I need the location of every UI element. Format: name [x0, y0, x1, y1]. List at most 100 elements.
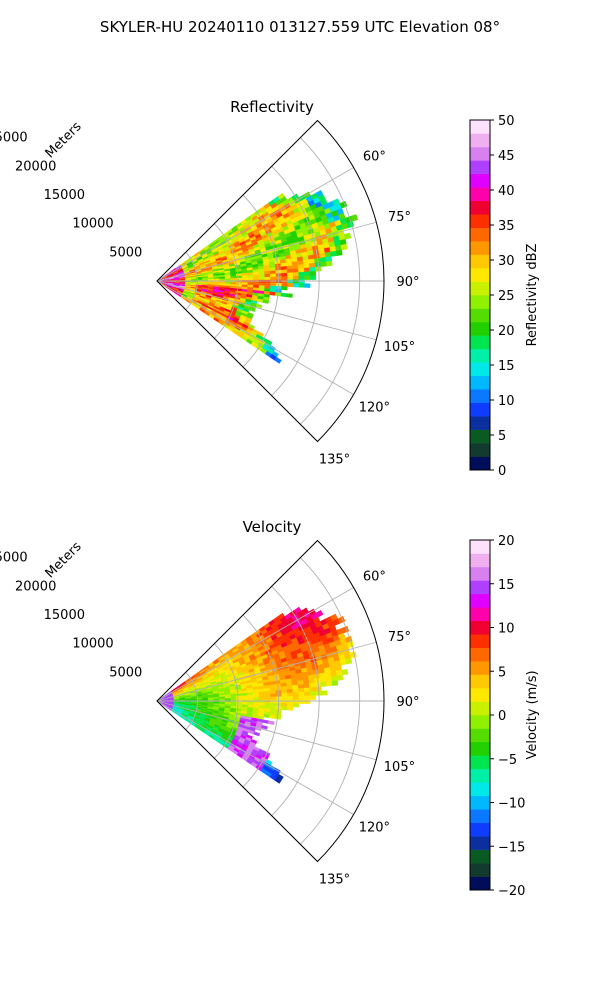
range-tick-label: 10000 [72, 217, 113, 232]
radar-cell [287, 272, 294, 277]
colorbar-segment [470, 849, 490, 864]
radar-cell [287, 283, 294, 288]
azimuth-spoke [156, 700, 354, 815]
radar-cell [336, 674, 344, 681]
radar-cell [292, 699, 300, 704]
radar-cell [287, 696, 294, 701]
colorbar-segment [470, 402, 490, 417]
colorbar-tick-label: 35 [498, 219, 515, 234]
range-tick-label: 10000 [72, 637, 113, 652]
radar-cell [267, 720, 275, 725]
radar-cell [264, 273, 271, 278]
radar-cell [236, 277, 243, 281]
range-tick-label: 25000 [0, 551, 28, 566]
azimuth-tick-label: 75° [388, 210, 411, 225]
colorbar-tick-label: 5 [498, 429, 506, 444]
sector-frame [156, 119, 385, 443]
azimuth-tick-label: 60° [363, 150, 386, 165]
radar-cell [303, 263, 310, 269]
colorbar-segment [470, 133, 490, 148]
colorbar-segment [470, 254, 490, 269]
radar-cell [281, 282, 288, 287]
colorbar-tick-label: 10 [498, 394, 515, 409]
colorbar-tick-label: 20 [498, 534, 515, 549]
radar-cell [269, 690, 277, 695]
colorbar-segment [470, 782, 490, 797]
radar-cell [349, 651, 357, 659]
colorbar-tick-label: 15 [498, 359, 515, 374]
colorbar-segment [470, 308, 490, 323]
radar-cell [264, 702, 271, 707]
radar-cell [264, 276, 271, 281]
colorbar-tick-label: 40 [498, 184, 515, 199]
colorbar-segment [470, 429, 490, 444]
azimuth-tick-label: 120° [359, 821, 390, 836]
radial-axis-label: Meters [43, 119, 85, 161]
colorbar-segment [470, 674, 490, 689]
range-tick-label: 25000 [0, 131, 28, 146]
colorbar-tick-label: 45 [498, 149, 515, 164]
azimuth-tick-label: 120° [359, 401, 390, 416]
colorbar-segment [470, 241, 490, 255]
radar-cell [263, 713, 270, 719]
radar-cell [345, 657, 353, 665]
colorbar-segment [470, 146, 490, 161]
colorbar-segment [470, 768, 490, 783]
radar-cell [330, 250, 338, 257]
colorbar-tick-label: 30 [498, 254, 515, 269]
radar-cell [247, 274, 254, 279]
radar-cell [287, 276, 294, 281]
radar-cell [298, 699, 305, 704]
radar-cell [309, 686, 316, 692]
radar-cell [230, 698, 237, 701]
radar-cell [241, 695, 248, 699]
radar-cell [253, 697, 260, 701]
radar-cell [247, 694, 254, 699]
colorbar-segment [470, 634, 490, 648]
colorbar-tick-label: 50 [498, 114, 515, 129]
radar-cell [341, 668, 349, 676]
colorbar-segment [470, 416, 490, 430]
azimuth-tick-label: 135° [319, 452, 350, 467]
radar-cell [224, 698, 231, 701]
colorbar-segment [470, 580, 490, 595]
azimuth-spoke [156, 221, 377, 282]
radar-cell [264, 699, 271, 704]
radar-cell [264, 690, 271, 695]
radar-cell [270, 279, 277, 284]
radar-cell [320, 681, 327, 687]
radar-cell [280, 292, 288, 298]
radar-cell [309, 266, 316, 272]
radar-cell [264, 282, 271, 287]
colorbar-segment [470, 728, 490, 743]
radar-cell [292, 272, 299, 277]
radar-cell [325, 260, 333, 267]
azimuth-spoke [156, 700, 377, 761]
colorbar-segment [470, 661, 490, 675]
radar-cell [298, 267, 305, 273]
azimuth-tick-label: 60° [363, 570, 386, 585]
radar-cell [304, 283, 311, 288]
radar-cell [287, 703, 294, 708]
sector-frame [156, 539, 385, 863]
colorbar: 0 5 10 15 20 25 30 35 40 45 50 Reflectivity dBZ [469, 114, 540, 479]
colorbar-segment [470, 295, 490, 309]
radar-cell [309, 691, 317, 696]
radar-cell [264, 693, 271, 698]
azimuth-spoke [156, 280, 354, 395]
radar-cell [309, 682, 316, 688]
azimuth-tick-label: 105° [384, 760, 415, 775]
radar-cell [262, 719, 270, 724]
colorbar-segment [470, 741, 490, 756]
colorbar-segment [470, 795, 490, 810]
colorbar-segment [470, 120, 490, 134]
radar-cell [303, 267, 311, 273]
radar-cell [270, 702, 277, 707]
panel-reflectivity: Reflectivity 5000 10000 15000 20000 25000 Mete… [0, 98, 540, 479]
radar-cell [292, 283, 300, 288]
figure-title: SKYLER-HU 20240110 013127.559 UTC Elevat… [100, 18, 500, 36]
colorbar-segment [470, 389, 490, 403]
colorbar-segment [470, 443, 490, 457]
colorbar: −20 −15 −10 −5 0 5 10 15 20 Velocity (m/s) [469, 534, 540, 899]
radar-cell [325, 256, 333, 262]
